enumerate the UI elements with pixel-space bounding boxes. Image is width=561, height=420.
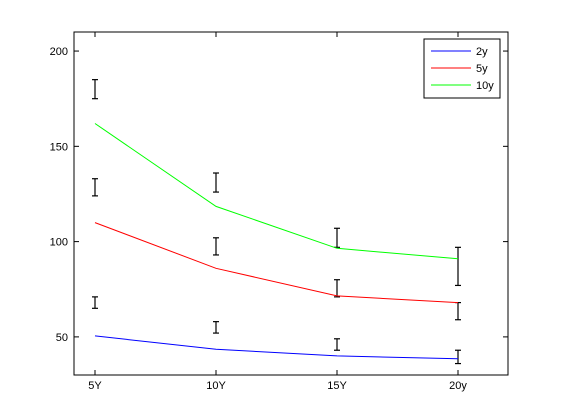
plot-frame [73,31,509,376]
axes: 50 100 150 200 5Y 10Y 15Y 20y [50,32,508,392]
y-tick-label: 50 [56,332,68,344]
x-tick-label: 15Y [327,380,347,392]
legend-label-2y: 2y [476,46,488,58]
error-bars [92,79,461,365]
series-lines [94,123,459,360]
y-tick-label: 100 [50,237,68,249]
error-bar [455,246,461,287]
error-bar [334,279,340,298]
error-bar [213,172,219,193]
y-tick-label: 200 [50,46,68,58]
x-tick-label: 20y [449,380,467,392]
x-tick-label: 5Y [88,380,102,392]
y-tick-label: 150 [50,141,68,153]
error-bar [455,349,461,365]
series-line-10y [94,123,459,260]
error-bar [92,296,98,309]
legend: 2y 5y 10y [423,38,501,99]
series-line-2y [94,335,459,360]
error-bar [92,178,98,197]
error-bar [213,237,219,256]
series-line-5y [94,222,459,304]
legend-label-5y: 5y [476,63,488,75]
error-bar [213,321,219,334]
error-bar [92,79,98,100]
x-tick-label: 10Y [206,380,226,392]
error-bar [334,338,340,351]
legend-label-10y: 10y [476,80,494,92]
